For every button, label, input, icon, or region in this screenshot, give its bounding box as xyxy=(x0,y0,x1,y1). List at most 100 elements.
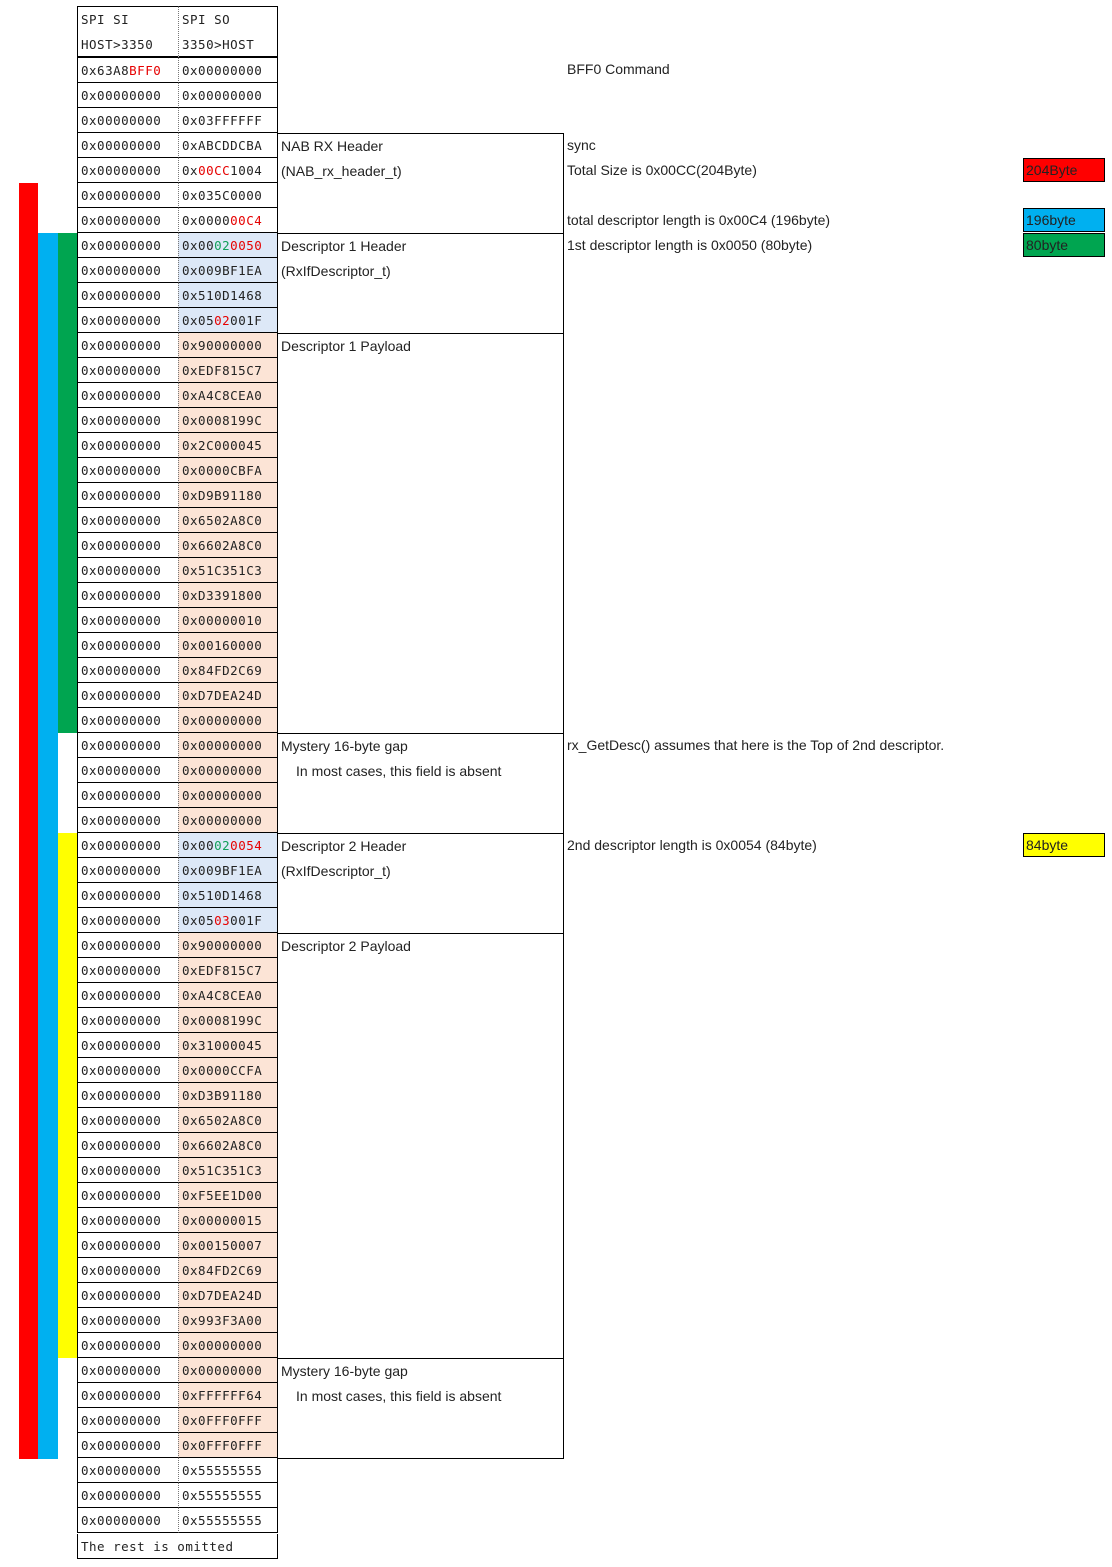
descriptor2-bar xyxy=(58,833,77,1358)
badge-196byte: 196byte xyxy=(1023,208,1105,232)
nab-rx-header-type: (NAB_rx_header_t) xyxy=(281,163,402,179)
spi-si-cell: 0x00000000 xyxy=(77,1308,178,1333)
spi-si-cell: 0x00000000 xyxy=(77,783,178,808)
nab-rx-header-title: NAB RX Header xyxy=(281,138,383,154)
spi-so-cell: 0x993F3A00 xyxy=(178,1308,278,1333)
spi-si-cell: 0x00000000 xyxy=(77,858,178,883)
spi-so-cell: 0xD3B91180 xyxy=(178,1083,278,1108)
spi-so-cell: 0x00000000 xyxy=(178,758,278,783)
spi-so-cell: 0x00000000 xyxy=(178,708,278,733)
spi-so-cell: 0x51C351C3 xyxy=(178,1158,278,1183)
bff0-command-note: BFF0 Command xyxy=(567,61,670,77)
spi-si-cell: 0x00000000 xyxy=(77,583,178,608)
spi-so-header: SPI SO 3350>HOST xyxy=(178,6,278,58)
spi-so-value-part: 0x xyxy=(182,163,199,178)
mystery-gap1-note: In most cases, this field is absent xyxy=(296,763,502,779)
spi-si-cell: 0x00000000 xyxy=(77,1358,178,1383)
spi-si-cell: 0x00000000 xyxy=(77,133,178,158)
spi-so-value-part: 0054 xyxy=(230,838,263,853)
spi-si-cell: 0x00000000 xyxy=(77,1233,178,1258)
spi-so-cell: 0x55555555 xyxy=(178,1483,278,1508)
spi-si-cell: 0x00000000 xyxy=(77,1458,178,1483)
getdesc-note: rx_GetDesc() assumes that here is the To… xyxy=(567,737,945,753)
spi-si-cell: 0x00000000 xyxy=(77,158,178,183)
spi-si-cell: 0x00000000 xyxy=(77,408,178,433)
spi-so-cell: 0x009BF1EA xyxy=(178,858,278,883)
spi-si-cell: 0x00000000 xyxy=(77,1408,178,1433)
descriptor1-payload-section: Descriptor 1 Payload xyxy=(278,333,564,734)
badge-204byte: 204Byte xyxy=(1023,158,1105,182)
spi-so-cell: 0x00020050 xyxy=(178,233,278,258)
spi-si-cell: 0x63A8BFF0 xyxy=(77,58,178,83)
descriptor1-bar xyxy=(58,233,77,733)
spi-so-cell: 0x2C000045 xyxy=(178,433,278,458)
spi-si-cell: 0x00000000 xyxy=(77,83,178,108)
spi-so-cell: 0x55555555 xyxy=(178,1508,278,1533)
spi-so-cell: 0xD3391800 xyxy=(178,583,278,608)
spi-so-cell: 0xF5EE1D00 xyxy=(178,1183,278,1208)
spi-si-cell: 0x00000000 xyxy=(77,1033,178,1058)
spi-si-cell: 0x00000000 xyxy=(77,758,178,783)
spi-si-cell: 0x00000000 xyxy=(77,1208,178,1233)
spi-so-cell: 0xEDF815C7 xyxy=(178,958,278,983)
nab-rx-header-section: NAB RX Header (NAB_rx_header_t) xyxy=(278,133,564,234)
spi-si-cell: 0x00000000 xyxy=(77,258,178,283)
spi-so-cell: 0x0008199C xyxy=(178,1008,278,1033)
descriptor2-length-note: 2nd descriptor length is 0x0054 (84byte) xyxy=(567,837,817,853)
spi-si-cell: 0x00000000 xyxy=(77,1108,178,1133)
spi-so-cell: 0x6502A8C0 xyxy=(178,1108,278,1133)
spi-so-value-part: 1004 xyxy=(230,163,263,178)
spi-si-value: 0x63A8 xyxy=(81,63,130,78)
spi-so-cell: 0xEDF815C7 xyxy=(178,358,278,383)
spi-so-cell: 0x00000000 xyxy=(178,83,278,108)
spi-si-cell: 0x00000000 xyxy=(77,633,178,658)
spi-si-cell: 0x00000000 xyxy=(77,283,178,308)
spi-so-value-part: 03 xyxy=(214,913,231,928)
spi-so-cell: 0xABCDDCBA xyxy=(178,133,278,158)
spi-so-value-part: 0x05 xyxy=(182,313,215,328)
spi-so-cell: 0x0008199C xyxy=(178,408,278,433)
spi-si-cell: 0x00000000 xyxy=(77,1008,178,1033)
spi-so-cell: 0x55555555 xyxy=(178,1458,278,1483)
spi-si-cell: 0x00000000 xyxy=(77,1483,178,1508)
spi-so-cell: 0x00020054 xyxy=(178,833,278,858)
spi-so-cell: 0x00160000 xyxy=(178,633,278,658)
spi-so-value-part: 02 xyxy=(214,838,231,853)
spi-so-cell: 0x00000010 xyxy=(178,608,278,633)
descriptor1-header-title: Descriptor 1 Header xyxy=(281,238,407,254)
spi-si-cell: 0x00000000 xyxy=(77,1383,178,1408)
spi-so-cell: 0x00150007 xyxy=(178,1233,278,1258)
spi-si-cell: 0x00000000 xyxy=(77,433,178,458)
spi-so-cell: 0x0FFF0FFF xyxy=(178,1433,278,1458)
spi-si-cell: 0x00000000 xyxy=(77,908,178,933)
spi-so-cell: 0x84FD2C69 xyxy=(178,1258,278,1283)
spi-si-cell: 0x00000000 xyxy=(77,1183,178,1208)
spi-so-cell: 0x84FD2C69 xyxy=(178,658,278,683)
spi-so-cell: 0x0FFF0FFF xyxy=(178,1408,278,1433)
spi-so-cell: 0x90000000 xyxy=(178,933,278,958)
spi-si-cell: 0x00000000 xyxy=(77,333,178,358)
spi-so-label: SPI SO xyxy=(182,12,231,27)
spi-so-value-part: 0x05 xyxy=(182,913,215,928)
spi-so-cell: 0x00000000 xyxy=(178,58,278,83)
spi-so-cell: 0x00CC1004 xyxy=(178,158,278,183)
spi-si-cell: 0x00000000 xyxy=(77,1333,178,1358)
mystery-gap1-title: Mystery 16-byte gap xyxy=(281,738,408,754)
spi-si-cell: 0x00000000 xyxy=(77,308,178,333)
spi-si-cell: 0x00000000 xyxy=(77,1158,178,1183)
descriptor2-header-section: Descriptor 2 Header (RxIfDescriptor_t) xyxy=(278,833,564,934)
spi-so-cell: 0xA4C8CEA0 xyxy=(178,383,278,408)
spi-si-cell: 0x00000000 xyxy=(77,533,178,558)
spi-so-cell: 0x6602A8C0 xyxy=(178,533,278,558)
spi-si-cell: 0x00000000 xyxy=(77,983,178,1008)
spi-si-cell: 0x00000000 xyxy=(77,183,178,208)
spi-si-cell: 0x00000000 xyxy=(77,508,178,533)
spi-so-value-part: 001F xyxy=(230,913,263,928)
spi-si-cell: 0x00000000 xyxy=(77,483,178,508)
spi-so-value-part: 02 xyxy=(214,313,231,328)
spi-so-cell: 0x00000000 xyxy=(178,783,278,808)
spi-si-cell: 0x00000000 xyxy=(77,708,178,733)
descriptor2-payload-section: Descriptor 2 Payload xyxy=(278,933,564,1359)
descriptor-total-note: total descriptor length is 0x00C4 (196by… xyxy=(567,212,831,228)
spi-so-cell: 0x6502A8C0 xyxy=(178,508,278,533)
